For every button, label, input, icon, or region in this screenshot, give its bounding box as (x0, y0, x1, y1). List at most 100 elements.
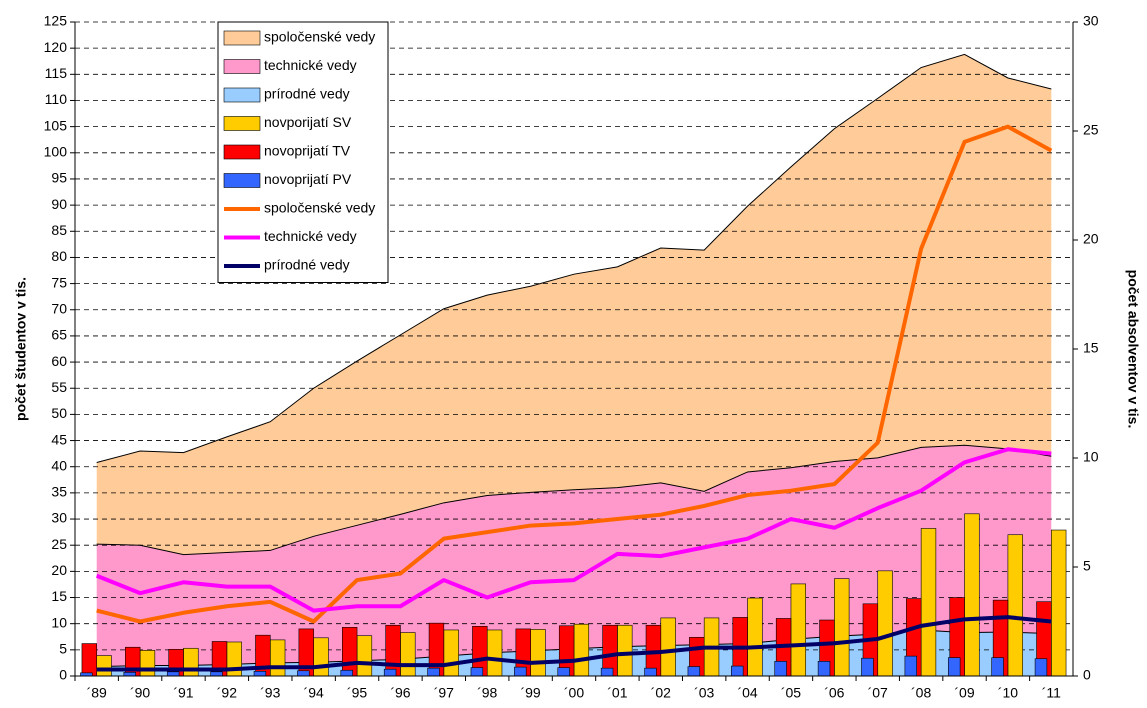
x-tick-label: ´09 (954, 685, 974, 701)
legend-swatch (223, 30, 261, 46)
bar (731, 665, 744, 677)
line (96, 615, 1052, 672)
y-tick-label: 40 (51, 457, 67, 473)
legend-label: technické vedy (264, 228, 357, 244)
legend-label: spoločenské vedy (264, 200, 375, 216)
legend-label: novoprijatí TV (264, 143, 351, 159)
x-tick-label: ´98 (477, 685, 497, 701)
y-tick-label: 65 (51, 327, 67, 343)
legend-label: prírodné vedy (264, 257, 350, 273)
x-tick-label: ´00 (564, 685, 584, 701)
area (96, 445, 1052, 667)
legend-label: novoprijatí PV (264, 171, 352, 187)
y-tick-label: 125 (44, 13, 68, 29)
y-tick-label: 35 (51, 484, 67, 500)
y-tick-label: 45 (51, 431, 67, 447)
y2-axis-label: počet absolventov v tis. (1125, 270, 1141, 429)
bar (514, 666, 527, 677)
bar (96, 655, 112, 677)
y2-tick-label: 5 (1083, 558, 1091, 574)
bar (269, 639, 286, 677)
x-tick-label: ´10 (998, 685, 1018, 701)
bar (400, 632, 416, 677)
x-tick-label: ´01 (607, 685, 627, 701)
bar (600, 667, 614, 677)
x-tick-label: ´94 (304, 685, 324, 701)
bar (904, 655, 918, 677)
legend-swatch (223, 116, 261, 131)
x-tick-label: ´06 (824, 685, 844, 701)
area-edge (96, 53, 1052, 464)
bar (443, 629, 459, 677)
x-tick-label: ´92 (217, 685, 237, 701)
y-tick-label: 70 (51, 300, 67, 316)
bar (253, 670, 267, 677)
bar (747, 597, 763, 677)
legend-swatch (223, 59, 261, 74)
y-tick-label: 50 (51, 405, 67, 421)
line (95, 447, 1052, 613)
x-tick-label: ´91 (173, 685, 193, 701)
y-tick-label: 30 (51, 510, 67, 526)
y-tick-label: 110 (45, 91, 68, 107)
x-tick-label: ´02 (651, 685, 671, 701)
bar (877, 570, 893, 677)
bar (341, 627, 358, 677)
bar (81, 643, 97, 677)
y-tick-label: 10 (51, 614, 67, 630)
bar (790, 583, 807, 677)
bar (1007, 534, 1023, 677)
y-axis-label: počet študentov v tis. (13, 277, 29, 421)
bar (183, 647, 199, 677)
y2-tick-label: 0 (1083, 667, 1091, 683)
bar (817, 661, 831, 677)
bar (834, 578, 850, 677)
bar (660, 617, 676, 677)
x-tick-label: ´07 (868, 685, 888, 701)
y-tick-label: 25 (51, 536, 67, 552)
y-tick-label: 120 (44, 39, 68, 55)
bar (861, 657, 874, 677)
bar (530, 629, 546, 677)
y-tick-label: 95 (51, 170, 67, 186)
bar (573, 623, 590, 677)
area (96, 54, 1052, 555)
bar (385, 624, 401, 677)
legend-swatch (223, 87, 261, 103)
bar (210, 671, 223, 677)
y-tick-label: 105 (44, 117, 68, 133)
bar (313, 637, 329, 677)
y-tick-label: 90 (51, 196, 67, 212)
y-tick-label: 5 (59, 641, 67, 657)
y-tick-label: 60 (51, 353, 67, 369)
bar (356, 635, 373, 677)
x-tick-label: ´93 (260, 685, 280, 701)
x-tick-label: ´95 (347, 685, 367, 701)
y2-tick-label: 10 (1083, 449, 1099, 465)
bar (340, 669, 353, 677)
x-tick-label: ´04 (737, 685, 757, 701)
legend-label: spoločenské vedy (264, 29, 375, 45)
bar (1034, 658, 1048, 677)
line (96, 124, 1053, 624)
legend-label: novporijatí SV (264, 114, 352, 130)
x-tick-label: ´96 (390, 685, 410, 701)
legend-swatch (223, 173, 261, 188)
bar (297, 670, 310, 677)
x-tick-label: ´03 (694, 685, 714, 701)
bar (644, 667, 657, 677)
plot-area (75, 21, 1073, 677)
legend-label: prírodné vedy (264, 86, 350, 102)
bar (991, 657, 1004, 677)
x-tick-label: ´99 (520, 685, 540, 701)
bar (964, 513, 980, 677)
y2-tick-label: 20 (1083, 231, 1099, 247)
x-tick-label: ´89 (87, 685, 107, 701)
bar (687, 666, 701, 677)
y-tick-label: 115 (45, 65, 68, 81)
bar (1051, 529, 1067, 677)
y-tick-label: 85 (51, 222, 67, 238)
bar (486, 629, 503, 677)
x-tick-label: ´08 (911, 685, 931, 701)
